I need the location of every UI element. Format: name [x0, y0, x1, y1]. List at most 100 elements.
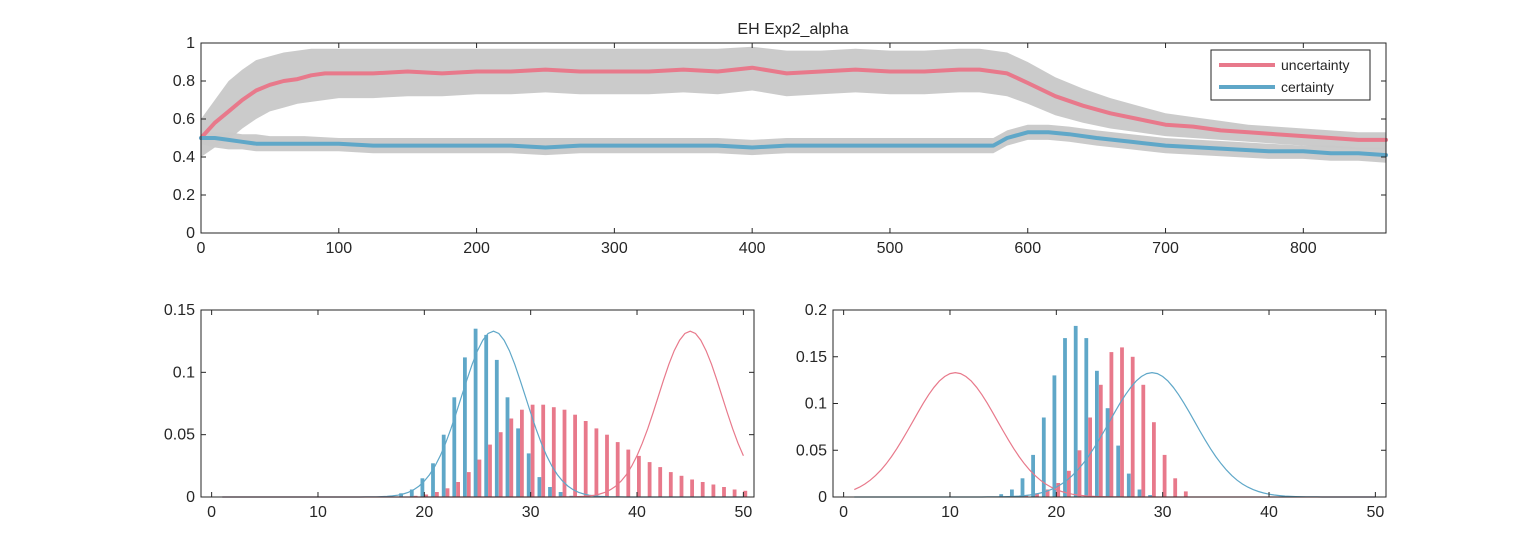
- br-bar-uncertainty: [1088, 417, 1092, 497]
- br-bar-certainty: [1137, 489, 1142, 497]
- br-bar-certainty: [1031, 454, 1035, 497]
- br-y-tick-label: 0.1: [805, 396, 827, 413]
- legend-label-uncertainty: uncertainty: [1281, 57, 1349, 73]
- br-bar-certainty: [1052, 375, 1057, 497]
- bl-bar-uncertainty: [637, 455, 641, 497]
- bl-y-tick-label: 0.1: [173, 364, 195, 381]
- br-y-tick-label: 0.15: [796, 349, 827, 366]
- bl-bar-uncertainty: [615, 442, 620, 497]
- top-y-tick-label: 0.4: [173, 149, 195, 166]
- bl-bar-uncertainty: [647, 462, 652, 497]
- br-x-tick-label: 20: [1047, 504, 1065, 521]
- br-bar-certainty: [1148, 495, 1152, 497]
- bl-bar-certainty: [558, 492, 563, 497]
- bl-bar-certainty: [537, 477, 542, 497]
- bl-bar-uncertainty: [668, 472, 673, 497]
- bl-bar-uncertainty: [700, 482, 705, 497]
- bl-bar-uncertainty: [711, 484, 716, 497]
- br-bar-uncertainty: [1162, 454, 1167, 497]
- top-x-tick-label: 500: [877, 240, 904, 257]
- bl-y-tick-label: 0.05: [164, 427, 195, 444]
- top-y-tick-label: 1: [186, 35, 195, 52]
- br-bar-uncertainty: [1183, 491, 1188, 497]
- br-bar-uncertainty: [1152, 422, 1156, 497]
- top-plot-frame: [200, 42, 1387, 234]
- br-bar-uncertainty: [1098, 384, 1103, 497]
- bl-bar-uncertainty: [605, 434, 609, 497]
- br-x-tick-label: 0: [839, 504, 848, 521]
- bl-bar-certainty: [431, 463, 435, 497]
- br-x-tick-label: 40: [1260, 504, 1278, 521]
- bottom-right-histogram: 0 10 20 30 40 50 0 0.05 0.1 0.15 0.2: [796, 302, 1387, 521]
- bl-bar-uncertainty: [690, 479, 694, 497]
- bl-y-tick-label: 0.15: [164, 302, 195, 319]
- bl-bar-uncertainty: [435, 492, 439, 497]
- br-bar-uncertainty: [1067, 470, 1071, 497]
- bl-bar-uncertainty: [679, 475, 684, 497]
- br-bar-certainty: [1041, 417, 1046, 497]
- bl-bar-certainty: [526, 453, 531, 497]
- br-bar-uncertainty: [1130, 356, 1135, 498]
- bl-bar-uncertainty: [732, 489, 737, 497]
- br-y-tick-label: 0: [818, 489, 827, 506]
- br-bar-certainty: [1105, 408, 1110, 497]
- br-bar-uncertainty: [1024, 495, 1029, 497]
- bl-bar-uncertainty: [520, 409, 524, 497]
- br-bar-certainty: [1084, 338, 1089, 497]
- bl-bar-uncertainty: [583, 421, 588, 497]
- br-bar-uncertainty: [1120, 347, 1124, 497]
- bl-x-tick-label: 0: [207, 504, 216, 521]
- top-x-tick-label: 0: [197, 240, 206, 257]
- br-bar-certainty: [1073, 325, 1078, 497]
- br-bar-uncertainty: [1173, 478, 1178, 497]
- bl-bar-uncertainty: [743, 490, 748, 497]
- bl-bar-uncertainty: [658, 467, 663, 497]
- legend-box: [1210, 49, 1371, 101]
- top-x-tick-label: 800: [1290, 240, 1317, 257]
- br-bar-uncertainty: [1035, 493, 1039, 497]
- uncertainty-confidence-band: [201, 46, 1386, 157]
- bl-bar-uncertainty: [594, 428, 599, 497]
- br-bar-uncertainty: [1045, 489, 1050, 497]
- br-bar-certainty: [999, 494, 1004, 497]
- top-y-tick-label: 0.6: [173, 111, 195, 128]
- top-x-tick-label: 400: [739, 240, 766, 257]
- top-y-tick-label: 0.8: [173, 73, 195, 90]
- bl-bar-uncertainty: [445, 488, 450, 497]
- legend: uncertainty certainty: [1210, 49, 1371, 101]
- bl-bar-certainty: [463, 357, 467, 497]
- bl-plot-frame: [200, 309, 755, 498]
- br-bar-certainty: [1010, 489, 1014, 497]
- bl-bar-uncertainty: [626, 449, 631, 497]
- uncertainty-line: [199, 65, 1388, 142]
- bl-bar-uncertainty: [498, 432, 503, 497]
- bl-bar-uncertainty: [488, 444, 492, 497]
- br-bar-certainty: [1020, 478, 1025, 497]
- top-x-tick-label: 300: [601, 240, 628, 257]
- bl-bar-uncertainty: [722, 487, 726, 497]
- bl-bar-certainty: [494, 359, 499, 497]
- top-x-tick-label: 600: [1014, 240, 1041, 257]
- bl-x-tick-label: 20: [415, 504, 433, 521]
- br-bar-certainty: [1063, 338, 1067, 497]
- bl-bar-certainty: [548, 487, 552, 497]
- br-bar-uncertainty: [1077, 450, 1082, 498]
- bl-bar-uncertainty: [466, 472, 471, 497]
- bl-bar-certainty: [516, 428, 520, 497]
- top-line-chart: 0 100 200 300 400 500 600 700 800 0 0.2 0.4 0.6 0.8 1 u…: [173, 35, 1388, 257]
- bl-bar-uncertainty: [477, 459, 482, 497]
- bl-y-tick-label: 0: [186, 489, 195, 506]
- top-y-tick-label: 0.2: [173, 187, 195, 204]
- bl-bar-uncertainty: [541, 404, 546, 497]
- bl-bar-uncertainty: [562, 409, 567, 497]
- certainty-line: [199, 130, 1388, 158]
- br-bar-certainty: [1126, 473, 1131, 497]
- top-x-tick-label: 700: [1152, 240, 1179, 257]
- top-x-tick-label: 100: [325, 240, 352, 257]
- br-bar-uncertainty: [1109, 352, 1114, 497]
- br-x-tick-label: 50: [1366, 504, 1384, 521]
- legend-label-certainty: certainty: [1281, 79, 1334, 95]
- bl-bar-certainty: [452, 397, 457, 497]
- br-bar-uncertainty: [1141, 384, 1146, 497]
- bl-bar-uncertainty: [530, 404, 535, 497]
